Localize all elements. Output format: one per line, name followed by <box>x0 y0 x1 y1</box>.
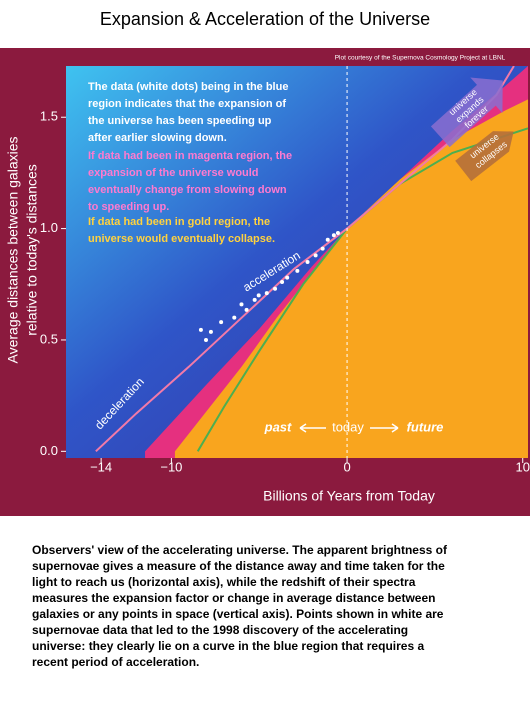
plot <box>95 66 528 458</box>
region <box>174 99 528 458</box>
notes: The data (white dots) being in the blue … <box>88 81 292 245</box>
today-label: today <box>332 419 364 434</box>
caption-line: galaxies or any points in space (vertica… <box>32 607 444 621</box>
caption-line: supernovae data that led to the 1998 dis… <box>32 623 408 637</box>
note-blue: region indicates that the expansion of <box>88 98 286 110</box>
note-magenta: eventually change from slowing down <box>88 184 287 196</box>
data-point <box>305 260 310 264</box>
data-point <box>239 302 244 307</box>
y-axis-label: Average distances between galaxies <box>5 136 21 363</box>
caption-line: light to reach us (horizontal axis), whi… <box>32 575 416 589</box>
note-gold: If data had been in gold region, the <box>88 216 270 228</box>
data-point <box>204 337 209 342</box>
caption: Observers' view of the accelerating univ… <box>32 543 448 669</box>
data-point <box>264 291 269 296</box>
note-magenta: expansion of the universe would <box>88 167 259 179</box>
title: Expansion & Acceleration of the Universe <box>100 9 430 29</box>
caption-line: supernovae gives a measure of the distan… <box>32 559 445 573</box>
data-point <box>320 246 325 251</box>
credit: Plot courtesy of the Supernova Cosmology… <box>335 55 506 62</box>
note-blue: The data (white dots) being in the blue <box>88 81 288 93</box>
caption-line: measures the expansion factor or change … <box>32 591 435 605</box>
future-label: future <box>407 419 444 434</box>
x-tick-label: 0 <box>343 459 350 474</box>
past-label: past <box>264 419 292 434</box>
data-point <box>295 268 300 273</box>
data-point <box>219 320 224 325</box>
data-point <box>208 329 213 334</box>
expands-arrow: universe expands forever <box>430 77 503 148</box>
x-tick-label: −10 <box>160 459 182 474</box>
x-axis-label: Billions of Years from Today <box>263 488 435 504</box>
data-point <box>335 231 340 236</box>
note-magenta: If data had been in magenta region, the <box>88 150 292 162</box>
data-point <box>285 275 290 280</box>
curve <box>196 127 528 452</box>
data-point <box>256 293 261 298</box>
axes: −14 −10 0 10 0.0 0.5 1.0 1.5 <box>40 109 530 475</box>
timeline: past today future <box>264 419 444 434</box>
x-tick-label: −14 <box>90 459 112 474</box>
data-point <box>313 253 318 258</box>
timeline-arrows <box>299 423 399 433</box>
note-gold: universe would eventually collapse. <box>88 233 275 245</box>
data-point <box>280 280 285 285</box>
y-tick-label: 1.0 <box>40 220 58 235</box>
data-point <box>273 286 278 291</box>
note-blue: after earlier slowing down. <box>88 132 227 144</box>
y-tick-label: 0.0 <box>40 443 58 458</box>
data-point <box>232 315 237 320</box>
caption-line: recent period of acceleration. <box>32 655 199 669</box>
data-point <box>198 327 203 332</box>
data-point <box>325 237 330 242</box>
y-tick-label: 1.5 <box>40 109 58 124</box>
note-magenta: to speeding up. <box>88 201 169 213</box>
arrow <box>455 131 514 182</box>
caption-line: Observers' view of the accelerating univ… <box>32 543 448 557</box>
y-axis-label: relative to today's distances <box>24 164 40 336</box>
data-point <box>244 307 249 312</box>
caption-line: universe: they clearly lie on a curve in… <box>32 639 424 653</box>
data-point <box>252 297 257 302</box>
data-point <box>331 233 336 238</box>
x-tick-label: 10 <box>515 459 529 474</box>
note-blue: the universe has been speeding up <box>88 115 272 127</box>
arrow <box>430 77 503 148</box>
y-tick-label: 0.5 <box>40 331 58 346</box>
